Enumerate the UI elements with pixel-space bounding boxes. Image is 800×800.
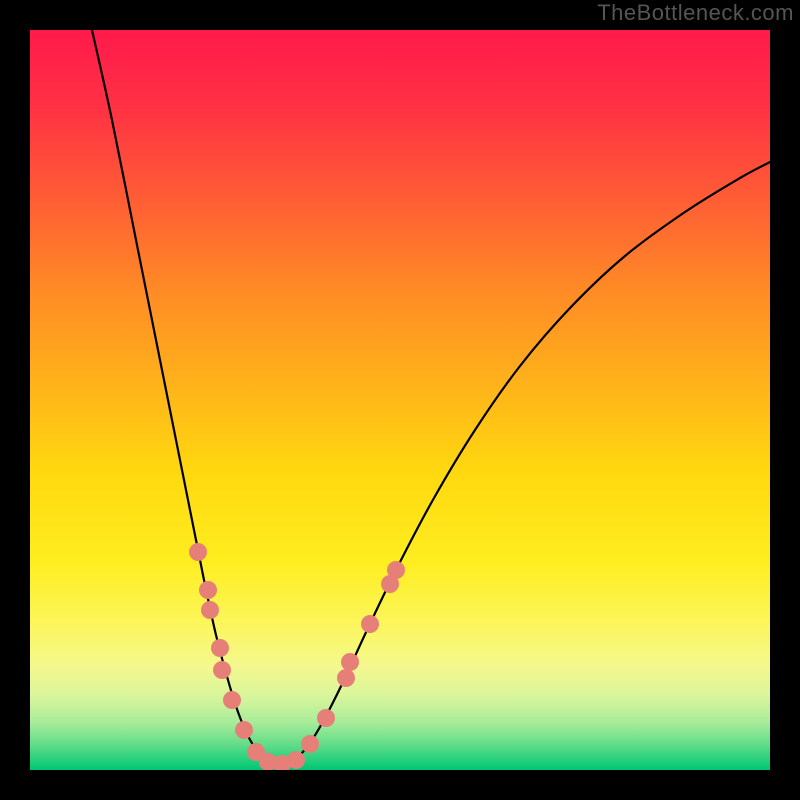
- data-marker: [317, 709, 335, 727]
- data-marker: [201, 601, 219, 619]
- data-marker: [223, 691, 241, 709]
- data-marker: [211, 639, 229, 657]
- data-marker: [287, 751, 305, 769]
- data-marker: [341, 653, 359, 671]
- data-marker: [213, 661, 231, 679]
- watermark-text: TheBottleneck.com: [597, 0, 794, 26]
- data-marker: [235, 721, 253, 739]
- data-marker: [189, 543, 207, 561]
- data-marker: [301, 735, 319, 753]
- plot-area: [30, 30, 770, 770]
- data-marker: [199, 581, 217, 599]
- data-marker: [387, 561, 405, 579]
- data-marker: [337, 669, 355, 687]
- bottleneck-curve: [92, 30, 770, 764]
- chart-svg: [30, 30, 770, 770]
- outer-frame: TheBottleneck.com: [0, 0, 800, 800]
- data-marker: [361, 615, 379, 633]
